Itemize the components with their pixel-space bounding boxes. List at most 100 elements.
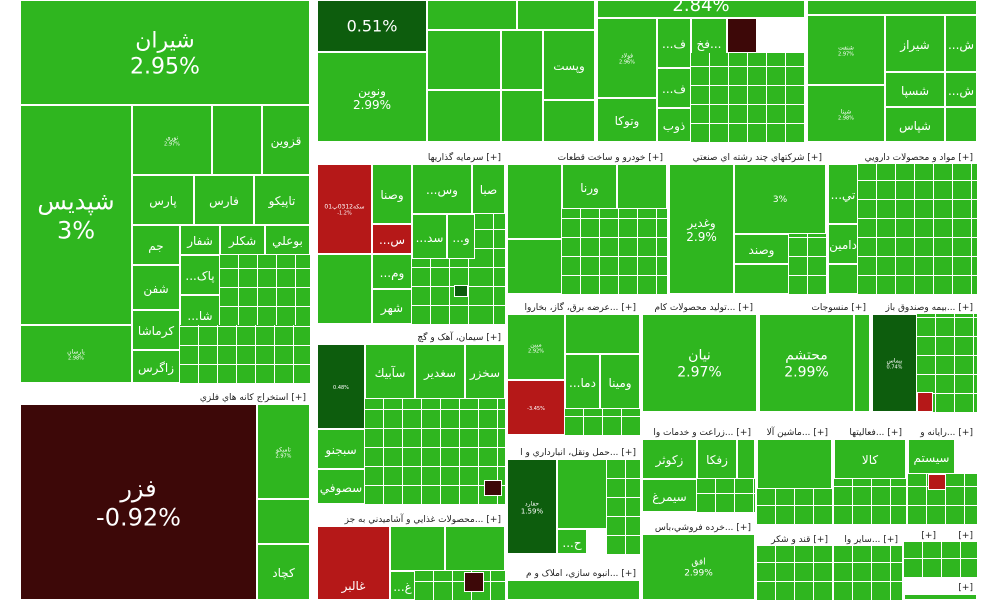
- tile-ofgh[interactable]: افق 2.99%: [642, 534, 755, 600]
- tile-parsan[interactable]: پارسان 2.98%: [20, 325, 132, 383]
- sector-header-power[interactable]: عرضه برق، گاز، بخاروا... [+]: [507, 300, 640, 314]
- tile-zob[interactable]: ذوب: [657, 108, 691, 142]
- tile-realestate-1[interactable]: [507, 580, 640, 600]
- sector-header-transport[interactable]: حمل ونقل، انبارداري و ا... [+]: [507, 445, 640, 459]
- tile-shiraz[interactable]: شيراز: [885, 15, 945, 72]
- tile-agri-2[interactable]: [737, 439, 755, 479]
- tile-zakoor[interactable]: زكوثر: [642, 439, 697, 479]
- tile-mining-2[interactable]: [257, 499, 310, 544]
- tile-zagros[interactable]: زاگرس: [132, 350, 180, 383]
- tile-auto-1[interactable]: [507, 164, 562, 239]
- tile-top-f[interactable]: [543, 100, 595, 142]
- tile-top-e[interactable]: [501, 30, 543, 90]
- tile-computer-red[interactable]: [928, 474, 946, 490]
- sector-header-multi[interactable]: شركتهاي چند رشته اي صنعتي [+]: [669, 150, 826, 164]
- tile-hafarid[interactable]: حفارد 1.59%: [507, 459, 557, 554]
- tile-top-b[interactable]: [517, 0, 595, 30]
- tile-fars[interactable]: فارس: [194, 175, 254, 225]
- tile-mobin[interactable]: مبين 2.92%: [507, 314, 565, 380]
- tile-sesufi[interactable]: سصوفي: [317, 469, 365, 504]
- tile-vatooka[interactable]: وتوکا: [597, 98, 657, 142]
- tile-top-c[interactable]: [427, 30, 501, 90]
- tile-vs-red[interactable]: ...س: [372, 224, 412, 254]
- sector-header-computer[interactable]: رايانه و... [+]: [908, 425, 977, 439]
- tile-top-a[interactable]: [427, 0, 517, 30]
- tile-kechad[interactable]: كچاد: [257, 544, 310, 600]
- tile-sed[interactable]: ...سد: [412, 214, 447, 259]
- tile-vanovin[interactable]: ونوين 2.99%: [317, 52, 427, 142]
- tile-ghalbar[interactable]: غالبر: [317, 526, 390, 600]
- tile-taprikoo[interactable]: تاپيكو: [254, 175, 310, 225]
- tile-shakler[interactable]: شكلر: [220, 225, 265, 255]
- tile-shesh[interactable]: ...ش: [945, 15, 977, 72]
- sector-header-activity[interactable]: فعاليتها... [+]: [834, 425, 906, 439]
- tile-bimas[interactable]: بيماس 0.74%: [872, 314, 917, 412]
- sector-header-cement[interactable]: سيمان، آهک و گچ [+]: [317, 330, 505, 344]
- sector-header-textile[interactable]: منسوجات [+]: [759, 300, 870, 314]
- sector-header-food[interactable]: محصولات غذايي و آشاميدني به جز... [+]: [317, 512, 505, 526]
- tile-shenaran[interactable]: شنفت 2.97%: [807, 15, 885, 85]
- tile-multi-3[interactable]: 3%: [734, 164, 826, 234]
- sector-header-insurance[interactable]: بيمه وصندوق باز... [+]: [872, 300, 977, 314]
- tile-vom[interactable]: ...وم: [372, 254, 412, 289]
- tile-kala[interactable]: كالا: [834, 439, 906, 479]
- sector-header-machinery[interactable]: ماشين آلا... [+]: [757, 425, 832, 439]
- tile-gh[interactable]: ...غ: [390, 571, 415, 600]
- tile-pak[interactable]: ...پاک: [180, 255, 220, 295]
- tile-saghdir[interactable]: سغدير: [415, 344, 465, 399]
- tile-textile-2[interactable]: [854, 314, 870, 412]
- tile-machinery-1[interactable]: [757, 439, 832, 489]
- tile-vaghadir[interactable]: وغدير 2.9%: [669, 164, 734, 294]
- tile-sekkeh[interactable]: سكه0312پ01 -1.2%: [317, 164, 372, 254]
- tile-vomina[interactable]: ومينا: [600, 354, 640, 409]
- tile-saba[interactable]: صبا: [472, 164, 505, 214]
- tile-vob[interactable]: [501, 90, 543, 142]
- tile-foulad[interactable]: فولاد 2.96%: [597, 18, 657, 98]
- sector-header-investment[interactable]: سرمايه گذاريها [+]: [317, 150, 505, 164]
- tile-karmasha[interactable]: كرماشا: [132, 310, 180, 350]
- tile-hh[interactable]: ...ح: [557, 529, 587, 554]
- tile-dama[interactable]: ...دما: [565, 354, 600, 409]
- tile-system[interactable]: سيستم: [908, 439, 955, 474]
- sector-header-agri[interactable]: زراعت و خدمات وا... [+]: [642, 425, 755, 439]
- tile-shesepa[interactable]: شسپا: [885, 72, 945, 107]
- tile-shepdis[interactable]: شپديس 3%: [20, 105, 132, 325]
- sector-header-mining[interactable]: استخراج کانه هاي فلزي [+]: [20, 390, 310, 404]
- tile-x3[interactable]: [904, 594, 977, 600]
- tile-shafar[interactable]: شفار: [180, 225, 220, 255]
- tile-fe1[interactable]: ...ف: [657, 18, 691, 68]
- tile-fe2[interactable]: ...ف: [657, 68, 691, 108]
- tile-steel-red[interactable]: [727, 18, 757, 53]
- tile-food-red[interactable]: [464, 572, 484, 592]
- sector-header-x3[interactable]: [+]: [904, 580, 977, 594]
- tile-nian[interactable]: نيان 2.97%: [642, 314, 757, 412]
- sector-header-auto[interactable]: خودرو و ساخت قطعات [+]: [507, 150, 667, 164]
- sector-header-retail[interactable]: خرده فروشي،باس... [+]: [642, 520, 755, 534]
- sector-header-other[interactable]: ساير وا... [+]: [834, 532, 902, 546]
- tile-auto-2[interactable]: [507, 239, 562, 294]
- tile-mohtasham[interactable]: محتشم 2.99%: [759, 314, 854, 412]
- tile-damin[interactable]: دامين: [828, 224, 858, 264]
- sector-header-x2[interactable]: [+]: [942, 528, 977, 542]
- tile-shiran[interactable]: شيران 2.95%: [20, 0, 310, 105]
- tile-varna[interactable]: ورنا: [562, 164, 617, 209]
- tile-sebjono[interactable]: سبجنو: [317, 429, 365, 469]
- tile-noori[interactable]: نوري 2.97%: [132, 105, 212, 175]
- tile-right-small[interactable]: [945, 107, 977, 142]
- tile-vapost[interactable]: وپست: [543, 30, 595, 100]
- tile-sakhzar[interactable]: سخزر: [465, 344, 505, 399]
- tile-shahr[interactable]: شهر: [372, 289, 412, 324]
- tile-vas[interactable]: ...وس: [412, 164, 472, 214]
- sector-header-sugar[interactable]: قند و شکر [+]: [757, 532, 832, 546]
- tile-top-dark[interactable]: 0.51%: [317, 0, 427, 52]
- tile-cement-dark[interactable]: 0.48%: [317, 344, 365, 429]
- tile-invest-dark[interactable]: [454, 285, 468, 297]
- tile-invest-small[interactable]: [317, 254, 372, 324]
- sector-header-oil[interactable]: توليد محصولات کام... [+]: [642, 300, 757, 314]
- tile-simorgh[interactable]: سيمرغ: [642, 479, 697, 512]
- tile-cement-red[interactable]: [484, 480, 502, 496]
- tile-multi-4[interactable]: [734, 264, 789, 294]
- tile-transport-2[interactable]: [557, 459, 607, 529]
- tile-power-2[interactable]: [565, 314, 640, 354]
- tile-sabik[interactable]: سآبيك: [365, 344, 415, 399]
